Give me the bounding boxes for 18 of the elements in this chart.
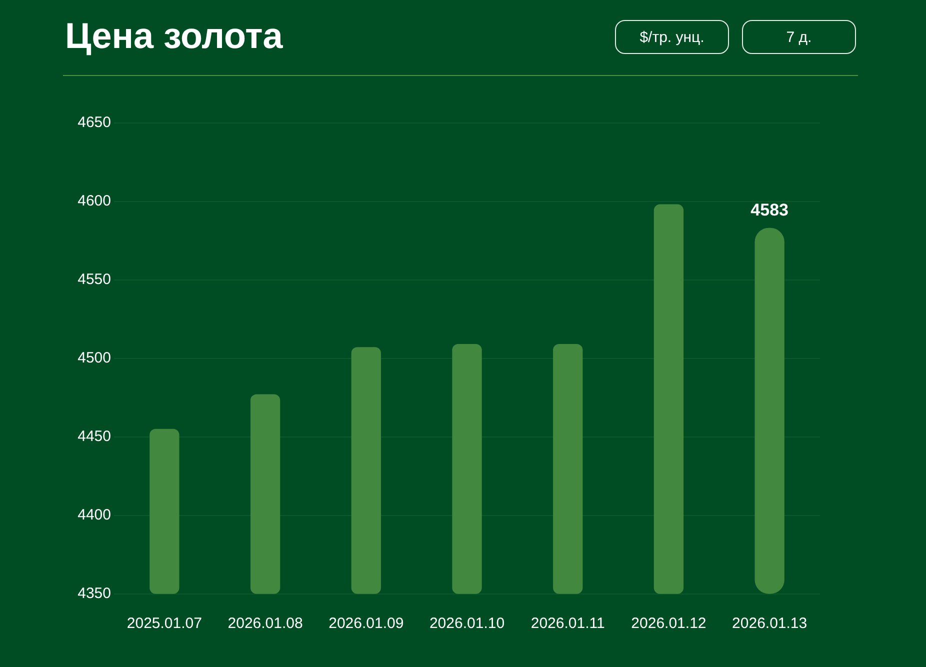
x-tick-label: 2025.01.07 <box>126 615 202 632</box>
y-tick-label: 4600 <box>78 192 111 210</box>
y-tick-label: 4350 <box>78 585 111 602</box>
selector-button[interactable]: 7 д. <box>742 20 856 54</box>
x-tick-label: 2026.01.11 <box>530 615 605 632</box>
selector-button[interactable]: $/тр. унц. <box>615 20 729 54</box>
x-tick-label: 2026.01.08 <box>228 615 303 632</box>
y-tick-label: 4650 <box>78 114 111 132</box>
x-tick-label: 2026.01.13 <box>732 615 808 632</box>
chart-title: Цена золота <box>65 14 283 58</box>
x-tick-label: 2026.01.09 <box>328 615 404 632</box>
y-tick-label: 4450 <box>78 428 111 446</box>
data-label: 4583 <box>750 200 788 220</box>
y-tick-label: 4400 <box>78 506 111 524</box>
x-tick-label: 2026.01.12 <box>631 615 706 632</box>
y-tick-label: 4550 <box>78 271 111 288</box>
x-tick-label: 2026.01.10 <box>429 615 505 632</box>
y-tick-label: 4500 <box>78 350 111 367</box>
